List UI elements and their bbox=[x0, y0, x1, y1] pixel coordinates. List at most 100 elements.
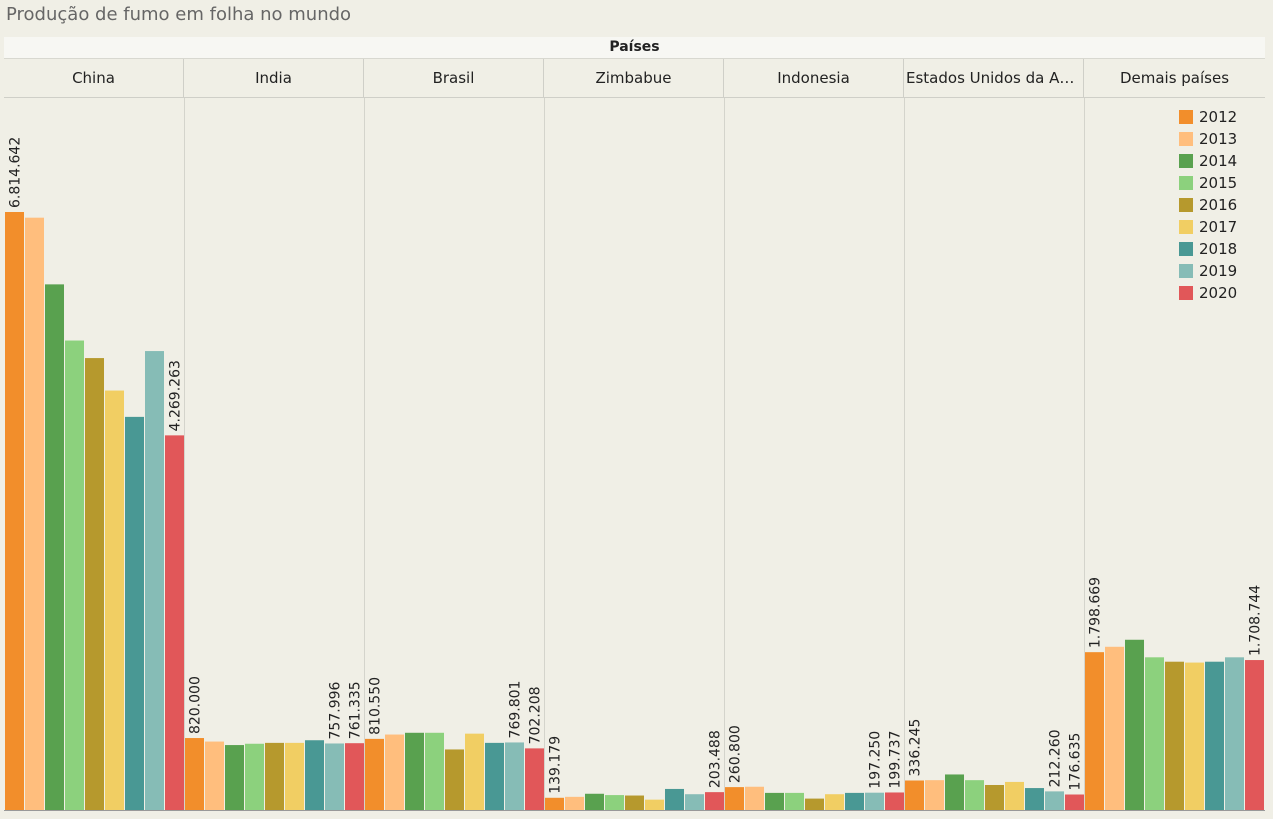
bar-india-2012[interactable] bbox=[185, 738, 204, 810]
bar-zimbabue-2013[interactable] bbox=[565, 796, 584, 810]
legend-swatch bbox=[1179, 176, 1193, 190]
bar-zimbabue-2020[interactable] bbox=[705, 792, 724, 810]
legend-item[interactable]: 2015 bbox=[1179, 172, 1237, 194]
bar-demais-pa-ses-2020[interactable] bbox=[1245, 660, 1264, 810]
legend-label: 2015 bbox=[1199, 174, 1238, 192]
bar-demais-pa-ses-2012[interactable] bbox=[1085, 652, 1104, 810]
bar-brasil-2018[interactable] bbox=[485, 742, 504, 810]
country-header-brasil[interactable]: Brasil bbox=[364, 59, 544, 97]
bar-zimbabue-2012[interactable] bbox=[545, 797, 564, 810]
bar-demais-pa-ses-2017[interactable] bbox=[1185, 662, 1204, 810]
bar-brasil-2014[interactable] bbox=[405, 732, 424, 810]
bar-india-2018[interactable] bbox=[305, 740, 324, 810]
bar-estados-unidos-da-am--2012[interactable] bbox=[905, 780, 924, 810]
legend-label: 2018 bbox=[1199, 240, 1238, 258]
bar-demais-pa-ses-2014[interactable] bbox=[1125, 639, 1144, 810]
bar-brasil-2020[interactable] bbox=[525, 748, 544, 810]
bar-demais-pa-ses-2016[interactable] bbox=[1165, 661, 1184, 810]
bar-brasil-2015[interactable] bbox=[425, 732, 444, 810]
bar-estados-unidos-da-am--2014[interactable] bbox=[945, 774, 964, 810]
data-label: 1.798.669 bbox=[1088, 577, 1104, 648]
bar-estados-unidos-da-am--2020[interactable] bbox=[1065, 794, 1084, 810]
bar-demais-pa-ses-2013[interactable] bbox=[1105, 646, 1124, 810]
country-header-indonesia[interactable]: Indonesia bbox=[724, 59, 904, 97]
header-divider bbox=[4, 97, 1265, 98]
bar-brasil-2012[interactable] bbox=[365, 738, 384, 810]
bar-indonesia-2014[interactable] bbox=[765, 792, 784, 810]
data-label: 212.260 bbox=[1048, 729, 1064, 787]
x-axis-baseline bbox=[4, 810, 1265, 811]
data-label: 769.801 bbox=[508, 681, 524, 739]
bar-brasil-2017[interactable] bbox=[465, 733, 484, 810]
data-label: 761.335 bbox=[348, 681, 364, 739]
bar-zimbabue-2016[interactable] bbox=[625, 795, 644, 810]
legend-item[interactable]: 2014 bbox=[1179, 150, 1237, 172]
bar-china-2019[interactable] bbox=[145, 351, 164, 810]
country-header-india[interactable]: India bbox=[184, 59, 364, 97]
country-header-zimbabue[interactable]: Zimbabue bbox=[544, 59, 724, 97]
bar-china-2013[interactable] bbox=[25, 217, 44, 810]
column-divider bbox=[364, 98, 365, 811]
data-label: 260.800 bbox=[728, 725, 744, 783]
bar-demais-pa-ses-2019[interactable] bbox=[1225, 657, 1244, 810]
legend-item[interactable]: 2012 bbox=[1179, 106, 1237, 128]
bar-indonesia-2017[interactable] bbox=[825, 794, 844, 810]
bar-estados-unidos-da-am--2017[interactable] bbox=[1005, 781, 1024, 810]
legend-label: 2014 bbox=[1199, 152, 1238, 170]
data-label: 757.996 bbox=[328, 681, 344, 739]
bar-chart: 6.814.642 4.269.263 820.000 757.996 761.335 8… bbox=[5, 137, 1264, 811]
column-group-header: Países bbox=[4, 37, 1265, 59]
bar-brasil-2013[interactable] bbox=[385, 734, 404, 810]
bar-india-2016[interactable] bbox=[265, 742, 284, 810]
bar-brasil-2016[interactable] bbox=[445, 749, 464, 810]
bar-zimbabue-2018[interactable] bbox=[665, 788, 684, 810]
legend-label: 2016 bbox=[1199, 196, 1238, 214]
legend-label: 2020 bbox=[1199, 284, 1238, 302]
bar-indonesia-2012[interactable] bbox=[725, 787, 744, 810]
bar-china-2016[interactable] bbox=[85, 358, 104, 810]
bar-india-2019[interactable] bbox=[325, 743, 344, 810]
bar-india-2013[interactable] bbox=[205, 741, 224, 810]
data-label: 6.814.642 bbox=[8, 137, 24, 208]
bar-india-2017[interactable] bbox=[285, 742, 304, 810]
bar-india-2015[interactable] bbox=[245, 743, 264, 810]
legend-item[interactable]: 2013 bbox=[1179, 128, 1237, 150]
legend-label: 2017 bbox=[1199, 218, 1238, 236]
bar-indonesia-2013[interactable] bbox=[745, 786, 764, 810]
legend-swatch bbox=[1179, 154, 1193, 168]
bar-brasil-2019[interactable] bbox=[505, 742, 524, 810]
bar-estados-unidos-da-am--2016[interactable] bbox=[985, 784, 1004, 810]
legend-item[interactable]: 2017 bbox=[1179, 216, 1237, 238]
bar-india-2014[interactable] bbox=[225, 745, 244, 810]
bar-indonesia-2018[interactable] bbox=[845, 792, 864, 810]
bar-estados-unidos-da-am--2013[interactable] bbox=[925, 780, 944, 810]
bar-china-2018[interactable] bbox=[125, 416, 144, 810]
bar-indonesia-2019[interactable] bbox=[865, 792, 884, 810]
bar-zimbabue-2017[interactable] bbox=[645, 799, 664, 810]
bar-indonesia-2016[interactable] bbox=[805, 798, 824, 810]
bar-china-2017[interactable] bbox=[105, 390, 124, 810]
bar-china-2014[interactable] bbox=[45, 284, 64, 811]
country-header-eua[interactable]: Estados Unidos da Am.. bbox=[904, 59, 1084, 97]
legend-item[interactable]: 2020 bbox=[1179, 282, 1237, 304]
bar-zimbabue-2015[interactable] bbox=[605, 795, 624, 810]
legend-item[interactable]: 2016 bbox=[1179, 194, 1237, 216]
bar-estados-unidos-da-am--2015[interactable] bbox=[965, 780, 984, 810]
bar-china-2015[interactable] bbox=[65, 340, 84, 810]
bar-china-2020[interactable] bbox=[165, 435, 184, 810]
bar-demais-pa-ses-2015[interactable] bbox=[1145, 657, 1164, 810]
bar-demais-pa-ses-2018[interactable] bbox=[1205, 661, 1224, 810]
bar-zimbabue-2019[interactable] bbox=[685, 794, 704, 810]
legend-item[interactable]: 2019 bbox=[1179, 260, 1237, 282]
bar-china-2012[interactable] bbox=[5, 212, 24, 810]
bar-indonesia-2015[interactable] bbox=[785, 792, 804, 810]
bar-india-2020[interactable] bbox=[345, 743, 364, 810]
data-label: 336.245 bbox=[908, 719, 924, 777]
bar-zimbabue-2014[interactable] bbox=[585, 793, 604, 810]
bar-estados-unidos-da-am--2019[interactable] bbox=[1045, 791, 1064, 810]
data-label: 139.179 bbox=[548, 736, 564, 794]
bar-estados-unidos-da-am--2018[interactable] bbox=[1025, 788, 1044, 810]
legend-item[interactable]: 2018 bbox=[1179, 238, 1237, 260]
country-header-china[interactable]: China bbox=[4, 59, 184, 97]
bar-indonesia-2020[interactable] bbox=[885, 792, 904, 810]
